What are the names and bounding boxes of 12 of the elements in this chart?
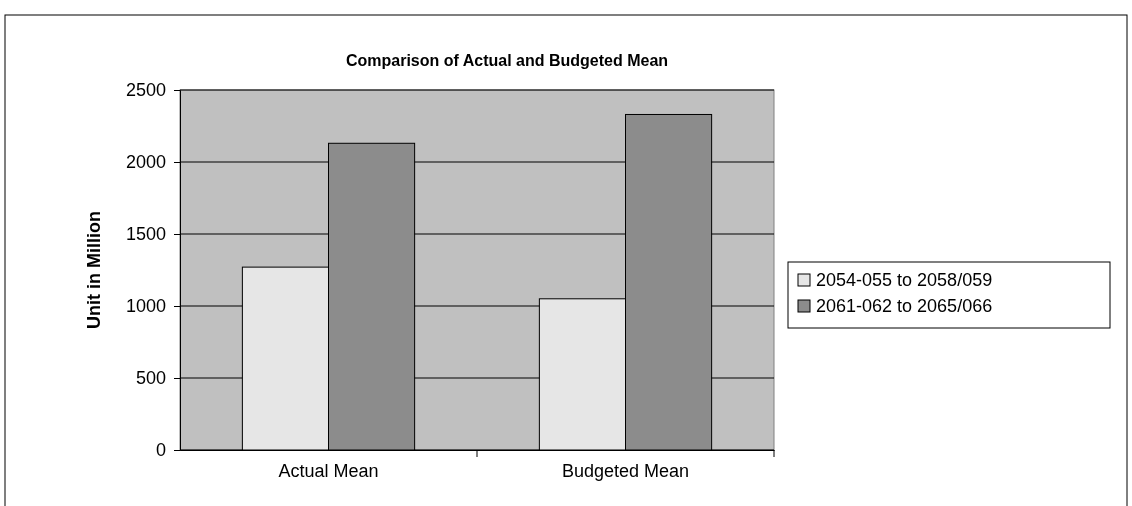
y-tick-label: 1500 — [125, 224, 166, 245]
y-tick-label: 0 — [155, 440, 166, 461]
y-tick-label: 1000 — [125, 296, 166, 317]
y-axis-title: Unit in Million — [84, 211, 104, 329]
legend-label: 2054-055 to 2058/059 — [816, 270, 993, 290]
x-tick-label: Budgeted Mean — [561, 460, 690, 481]
y-tick-label: 2000 — [125, 152, 166, 173]
y-tick-label: 500 — [135, 368, 166, 389]
x-tick-label: Actual Mean — [278, 460, 379, 481]
y-tick-label: 2500 — [125, 80, 166, 101]
legend-label: 2061-062 to 2065/066 — [816, 296, 993, 316]
chart-title: Comparison of Actual and Budgeted Mean — [345, 52, 669, 69]
